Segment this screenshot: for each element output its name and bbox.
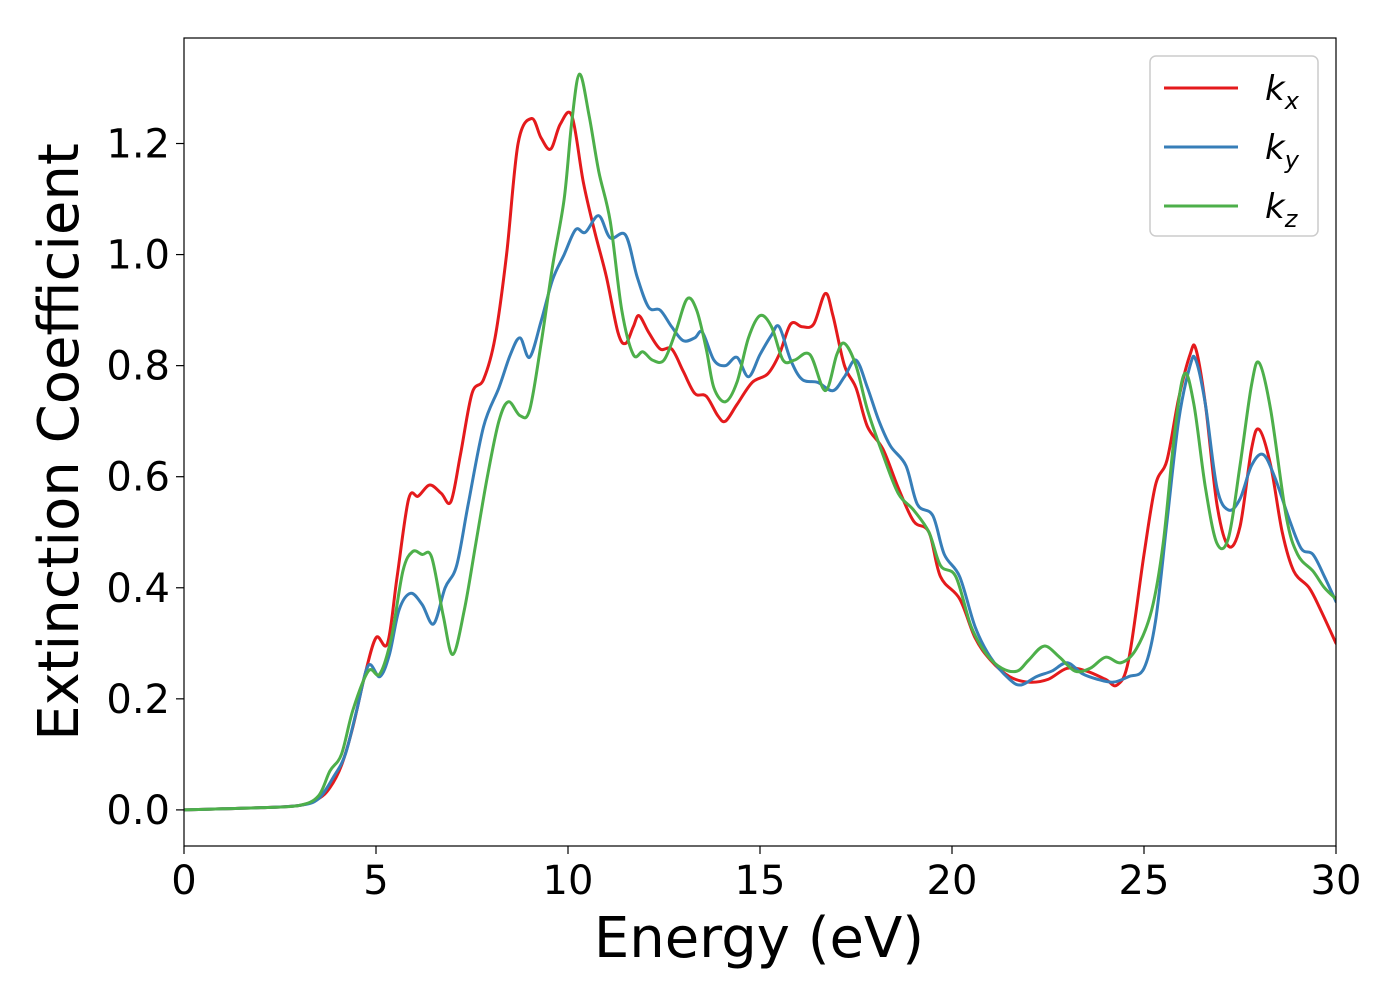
x-tick-label: 15 [735,858,786,904]
x-tick-label: 25 [1119,858,1170,904]
plot-layer [184,72,1336,812]
series-line-k-z [184,72,1336,812]
x-tick-label: 30 [1311,858,1362,904]
y-tick-label: 0.6 [106,455,170,501]
y-tick-label: 0.4 [106,566,170,612]
x-tick-label: 10 [543,858,594,904]
y-tick-label: 0.8 [106,344,170,390]
series-line-k-x [184,110,1336,812]
legend: kx ky kz [1149,55,1319,237]
legend-label-k-z: kz [1265,187,1299,233]
y-tick-label: 1.0 [106,233,170,279]
y-tick-label: 0.2 [106,677,170,723]
y-tick-label: 1.2 [106,122,170,168]
legend-label-k-x: kx [1265,69,1300,115]
x-tick-label: 0 [171,858,196,904]
x-tick-label: 5 [363,858,388,904]
legend-label-k-y: ky [1265,128,1300,174]
x-axis-label: Energy (eV) [594,906,924,971]
series-group [184,72,1336,812]
y-tick-label: 0.0 [106,788,170,834]
y-axis-label: Extinction Coefficient [27,143,92,741]
x-tick-label: 20 [927,858,978,904]
axes-layer: 0 5 10 15 20 25 30 0.0 0.2 0.4 0.6 0.8 1.0 1.2 [106,37,1362,904]
